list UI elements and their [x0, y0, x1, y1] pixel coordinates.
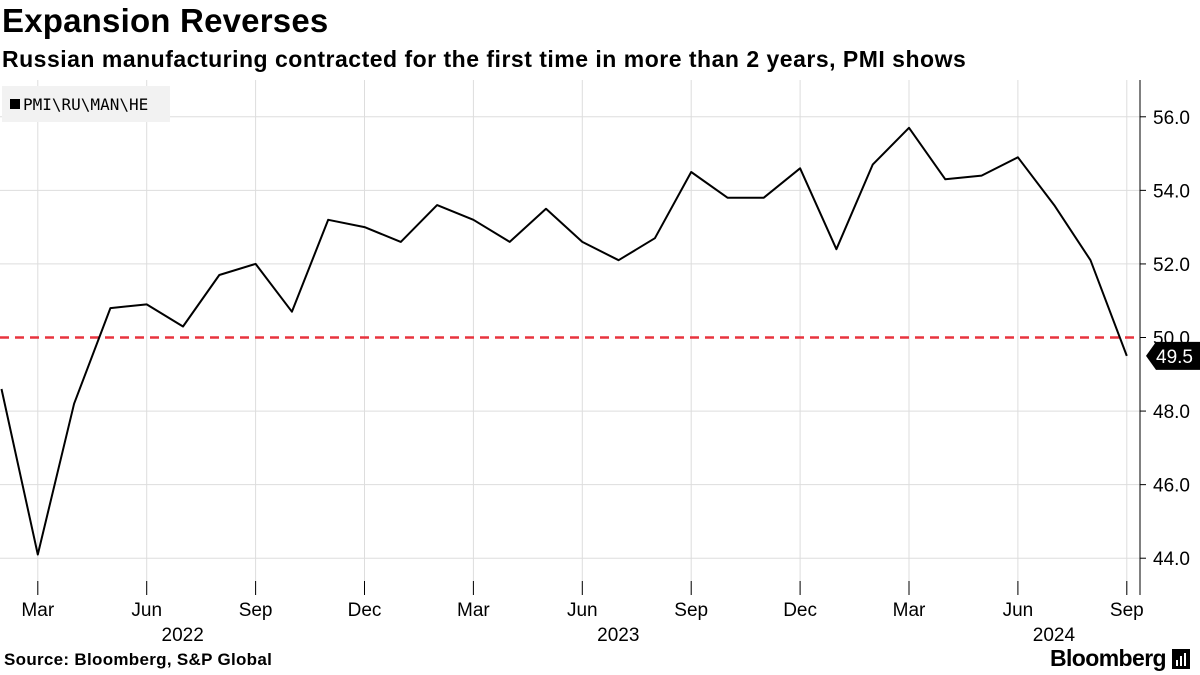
x-year-label: 2024 — [1033, 625, 1076, 646]
last-value-group: 49.5 — [1146, 341, 1200, 370]
y-tick-label: 48.0 — [1153, 402, 1190, 423]
bar-chart-icon — [1172, 648, 1190, 669]
last-value-tag — [1146, 341, 1200, 370]
data-point — [1, 388, 3, 390]
y-tick-label: 46.0 — [1153, 476, 1190, 497]
x-tick-label: Dec — [348, 600, 382, 621]
x-tick-label: Jun — [1003, 600, 1034, 621]
x-tick-label: Dec — [783, 600, 817, 621]
data-point — [146, 303, 148, 305]
y-tick-label: 56.0 — [1153, 108, 1190, 129]
data-point — [37, 554, 39, 556]
data-point — [618, 259, 620, 261]
data-point — [727, 197, 729, 199]
legend-swatch — [10, 99, 20, 109]
x-tick-label: Jun — [131, 600, 162, 621]
x-axis-ticks — [37, 581, 1128, 595]
chart-subtitle: Russian manufacturing contracted for the… — [2, 46, 967, 72]
data-point — [218, 274, 220, 276]
data-point — [327, 219, 329, 221]
data-point — [1017, 156, 1019, 158]
x-tick-label: Sep — [239, 600, 273, 621]
last-value-label: 49.5 — [1156, 347, 1193, 368]
data-point — [400, 241, 402, 243]
data-point — [291, 311, 293, 313]
data-point — [109, 307, 111, 309]
data-point — [835, 248, 837, 250]
data-point — [1053, 204, 1055, 206]
brand-logo: Bloomberg — [1050, 645, 1190, 672]
data-point — [763, 197, 765, 199]
data-point — [1126, 355, 1128, 357]
x-tick-label: Jun — [567, 600, 598, 621]
y-tick-label: 54.0 — [1153, 181, 1190, 202]
x-year-label: 2022 — [162, 625, 204, 646]
x-tick-label: Mar — [893, 600, 926, 621]
pmi-series-line — [0, 126, 1128, 556]
data-point — [472, 219, 474, 221]
y-tick-label: 44.0 — [1153, 549, 1190, 570]
x-tick-label: Mar — [21, 600, 54, 621]
brand-name: Bloomberg — [1050, 645, 1167, 671]
x-tick-label: Sep — [1110, 600, 1144, 621]
y-tick-label: 52.0 — [1153, 255, 1190, 276]
y-axis: 44.046.048.050.052.054.056.0 — [1139, 80, 1190, 595]
x-tick-label: Mar — [457, 600, 490, 621]
data-point — [545, 208, 547, 210]
data-point — [690, 171, 692, 173]
legend: PMI\RU\MAN\HE — [2, 86, 170, 122]
x-axis-labels: Mar Jun Sep Dec Mar Jun Sep Dec Mar Jun Sep 2022 202… — [21, 600, 1143, 646]
data-point — [944, 178, 946, 180]
data-point — [436, 204, 438, 206]
series-group — [0, 126, 1128, 556]
chart-title: Expansion Reverses — [2, 2, 329, 39]
data-point — [799, 167, 801, 169]
x-tick-label: Sep — [674, 600, 708, 621]
data-point — [581, 241, 583, 243]
data-point — [182, 325, 184, 327]
data-point — [509, 241, 511, 243]
data-point — [872, 164, 874, 166]
data-point — [654, 237, 656, 239]
legend-label: PMI\RU\MAN\HE — [23, 94, 149, 114]
data-point — [255, 263, 257, 265]
x-year-label: 2023 — [597, 625, 639, 646]
source-note: Source: Bloomberg, S&P Global — [4, 650, 273, 669]
data-point — [981, 175, 983, 177]
data-point — [73, 403, 75, 405]
data-point — [908, 127, 910, 129]
data-point — [1090, 259, 1092, 261]
data-point — [364, 226, 366, 228]
